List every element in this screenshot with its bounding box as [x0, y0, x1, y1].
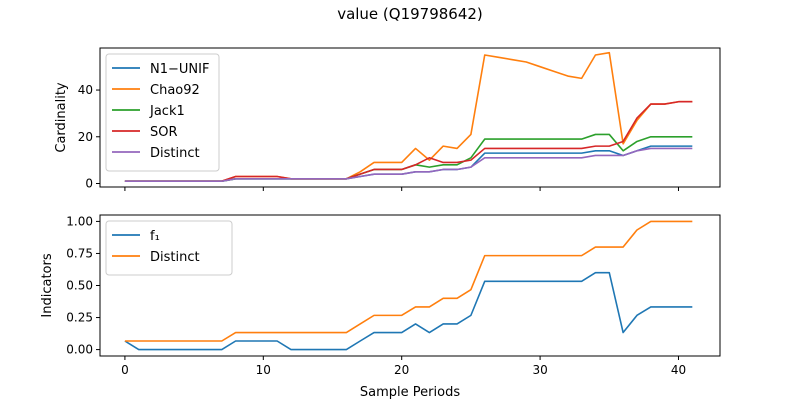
indicators-y-ticks: 0.00 0.25 0.50 0.75 1.00 — [66, 214, 100, 357]
x-axis-label: Sample Periods — [360, 385, 460, 400]
indicators-y-tick-label: 1.00 — [66, 214, 93, 228]
indicators-y-tick-label: 0.75 — [66, 246, 93, 260]
cardinality-legend-label-chao92-1: Chao92 — [150, 83, 200, 98]
indicators-y-tick-label: 0.50 — [66, 279, 93, 293]
cardinality-axes-frame — [99, 47, 721, 188]
cardinality-y-tick-label: 40 — [78, 83, 93, 97]
indicators-y-axis-label: Indicators — [40, 253, 55, 317]
x-tick-label: 10 — [256, 363, 271, 377]
chart-title: value (Q19798642) — [337, 5, 483, 23]
indicators-y-tick-label: 0.25 — [66, 311, 93, 325]
indicators-lines — [124, 220, 693, 351]
x-tick-label: 20 — [394, 363, 409, 377]
cardinality-y-tick-label: 20 — [78, 130, 93, 144]
cardinality-legend-label-jack1-2: Jack1 — [149, 104, 185, 119]
cardinality-series-line-distinct-4 — [124, 147, 693, 182]
cardinality-y-tick-label: 0 — [85, 176, 93, 190]
cardinality-legend-label-n1-unif-0: N1−UNIF — [150, 62, 209, 77]
x-tick-label: 0 — [121, 363, 129, 377]
indicators-legend: f₁ Distinct — [105, 220, 233, 276]
indicators-series-line-distinct-1 — [124, 220, 693, 342]
cardinality-lines — [124, 51, 693, 182]
cardinality-x-ticks — [124, 187, 679, 191]
indicators-legend-box — [105, 220, 233, 276]
cardinality-legend-box — [105, 53, 220, 172]
indicators-x-ticks: 0 10 20 30 40 — [121, 356, 686, 377]
indicators-legend-label-distinct-1: Distinct — [150, 250, 200, 265]
cardinality-legend-label-distinct-4: Distinct — [150, 146, 200, 161]
x-tick-label: 30 — [532, 363, 547, 377]
indicators-y-tick-label: 0.00 — [66, 343, 93, 357]
x-tick-label: 40 — [671, 363, 686, 377]
indicators-subplot: 0.00 0.25 0.50 0.75 1.00 0 10 20 30 40 Indicator… — [40, 214, 721, 377]
cardinality-legend-label-sor-3: SOR — [150, 125, 178, 140]
cardinality-y-axis-label: Cardinality — [54, 82, 69, 153]
indicators-series-line-f-0 — [124, 271, 693, 351]
cardinality-legend: N1−UNIF Chao92 Jack1 SOR Distinct — [105, 53, 220, 172]
indicators-legend-label-f-0: f₁ — [150, 229, 160, 244]
cardinality-y-ticks: 0 20 40 — [78, 83, 100, 190]
cardinality-subplot: 0 20 40 Cardinality N1−UNIF Chao92 Jack1 SOR D… — [54, 47, 721, 191]
